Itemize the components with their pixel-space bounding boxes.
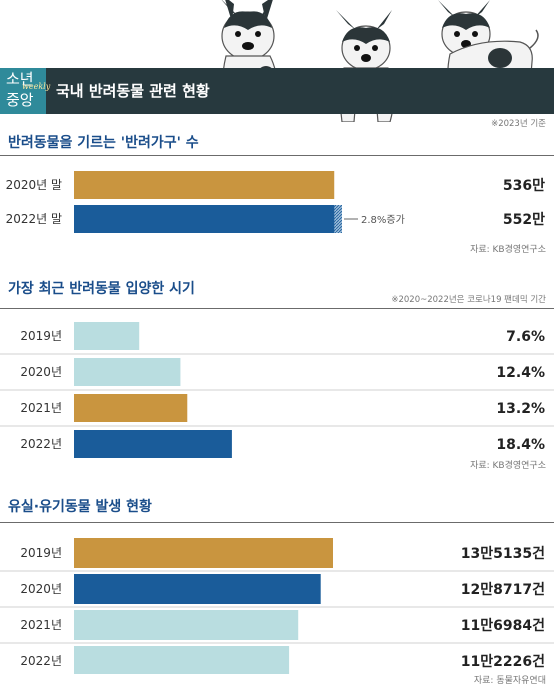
value-label: 11만6984건 xyxy=(461,617,545,634)
section-2-divider xyxy=(0,308,554,309)
value-label: 11만2226건 xyxy=(461,653,545,670)
value-label: 536만 xyxy=(503,178,545,194)
bar xyxy=(74,574,321,604)
section-2-note: ※2020~2022년은 코로나19 팬데믹 기간 xyxy=(391,295,546,305)
page-title: 국내 반려동물 관련 현황 xyxy=(56,82,210,100)
bar xyxy=(74,538,333,568)
category-label: 2022년 xyxy=(20,437,62,451)
increase-annotation: 2.8%증가 xyxy=(361,214,405,226)
section-3-title: 유실·유기동물 발생 현황 xyxy=(8,499,152,515)
bar xyxy=(74,205,342,233)
reference-note: ※2023년 기준 xyxy=(491,119,546,129)
category-label: 2021년 xyxy=(20,618,62,632)
title-band xyxy=(0,68,554,114)
category-label: 2020년 xyxy=(20,582,62,596)
logo-text-1: 소년 xyxy=(6,70,34,88)
value-label: 12.4% xyxy=(496,365,545,381)
category-label: 2021년 xyxy=(20,401,62,415)
section-1-divider xyxy=(0,155,554,156)
category-label: 2020년 말 xyxy=(6,178,62,192)
bar xyxy=(74,171,335,199)
value-label: 7.6% xyxy=(506,329,545,345)
bar xyxy=(74,322,140,350)
section-1-source: 자료: KB경영연구소 xyxy=(470,245,546,255)
section-2-source: 자료: KB경영연구소 xyxy=(470,461,546,471)
section-3-divider xyxy=(0,522,554,523)
category-label: 2022년 xyxy=(20,654,62,668)
section-1-title: 반려동물을 기르는 '반려가구' 수 xyxy=(8,135,199,151)
value-label: 13.2% xyxy=(496,401,545,417)
category-label: 2020년 xyxy=(20,365,62,379)
value-label: 13만5135건 xyxy=(461,545,545,562)
bar xyxy=(74,430,232,458)
category-label: 2019년 xyxy=(20,546,62,560)
households-chart: 2020년 말 536만 2022년 말 552만 2.8%증가 xyxy=(6,171,545,233)
value-label: 18.4% xyxy=(496,437,545,453)
section-3-source: 자료: 동물자유연대 xyxy=(473,676,546,686)
lost-animals-chart: 2019년 13만5135건 2020년 12만8717건 2021년 11만6984건 2… xyxy=(0,538,554,674)
logo-weekly: weekly xyxy=(22,82,51,91)
section-2-title: 가장 최근 반려동물 입양한 시기 xyxy=(8,281,195,297)
adoption-period-chart: 2019년 7.6% 2020년 12.4% 2021년 13.2% 2022년 18.4% xyxy=(0,322,554,458)
logo-text-2: 중앙 xyxy=(6,91,34,109)
value-label: 12만8717건 xyxy=(461,581,545,598)
category-label: 2022년 말 xyxy=(6,212,62,226)
bar xyxy=(74,646,290,674)
bar xyxy=(74,358,181,386)
brand-logo: 소년 weekly 중앙 xyxy=(0,68,50,114)
increase-hatch xyxy=(334,205,342,233)
bar xyxy=(74,394,188,422)
category-label: 2019년 xyxy=(20,329,62,343)
value-label: 552만 xyxy=(503,212,545,228)
bar xyxy=(74,610,299,640)
header: 소년 weekly 중앙 국내 반려동물 관련 현황 xyxy=(0,0,554,122)
